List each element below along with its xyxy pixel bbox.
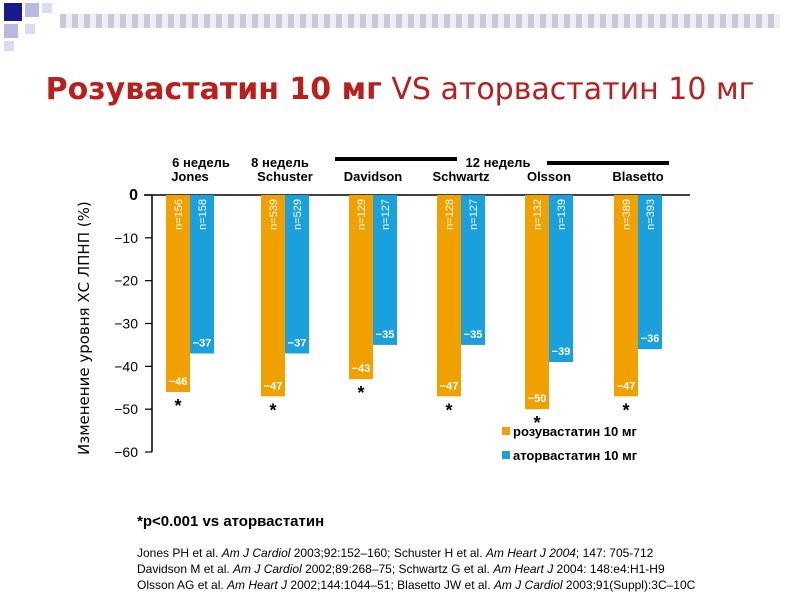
corner-square-4 xyxy=(4,24,18,38)
corner-square-2 xyxy=(25,3,39,17)
data-label: −37 xyxy=(288,337,307,349)
header-stripe xyxy=(60,14,780,28)
data-label: −46 xyxy=(169,376,188,388)
sample-size-label: n=132 xyxy=(532,199,544,230)
data-label: −47 xyxy=(264,380,283,392)
data-label: −35 xyxy=(464,329,483,341)
significance-marker: * xyxy=(445,400,452,420)
sample-size-label: n=158 xyxy=(197,199,209,230)
duration-label: 6 недель xyxy=(172,155,230,170)
legend-swatch xyxy=(502,451,510,459)
data-label: −36 xyxy=(641,333,660,345)
reference-text: ; 147: 705-712 xyxy=(575,546,654,560)
sample-size-label: n=139 xyxy=(556,199,568,230)
reference-text: 2004: 148:e4:H1-H9 xyxy=(553,562,665,576)
category-label: Schuster xyxy=(257,169,313,184)
bar xyxy=(614,195,638,397)
references: Jones PH et al. Am J Cardiol 2003;92:152… xyxy=(137,545,797,593)
sample-size-label: n=539 xyxy=(268,199,280,230)
journal-name: Am J Cardiol xyxy=(221,546,291,560)
sample-size-label: n=529 xyxy=(292,199,304,230)
category-label: Schwartz xyxy=(432,169,490,184)
title-drug-a: Розувастатин 10 мг xyxy=(45,72,382,107)
duration-label: 8 недель xyxy=(251,155,309,170)
bar xyxy=(437,195,461,397)
corner-square-6 xyxy=(4,41,14,51)
data-label: −43 xyxy=(352,363,371,375)
data-label: −47 xyxy=(440,380,459,392)
significance-marker: * xyxy=(357,383,364,403)
data-label: −39 xyxy=(552,346,571,358)
y-tick-label: 0 xyxy=(129,187,138,204)
category-label: Jones xyxy=(171,169,209,184)
y-tick-label: −50 xyxy=(114,401,138,417)
slide-title: Розувастатин 10 мг VS аторвастатин 10 мг xyxy=(0,72,800,107)
bar xyxy=(461,195,485,345)
reference-text: Olsson AG et al. xyxy=(137,578,228,592)
reference-text: 2002;89:268–75; Schwartz G et al. xyxy=(301,562,494,576)
reference-text: Jones PH et al. xyxy=(137,546,222,560)
significance-marker: * xyxy=(622,400,629,420)
corner-square-1 xyxy=(4,3,22,21)
data-label: −50 xyxy=(528,393,547,405)
journal-name: Am Heart J xyxy=(227,578,288,592)
sample-size-label: n=128 xyxy=(444,199,456,230)
y-tick-label: −20 xyxy=(114,273,138,289)
sample-size-label: n=389 xyxy=(621,199,633,230)
category-label: Davidson xyxy=(344,169,403,184)
significance-marker: * xyxy=(269,400,276,420)
y-tick-label: −40 xyxy=(114,358,138,374)
bar xyxy=(525,195,549,410)
legend-swatch xyxy=(502,427,510,435)
y-tick-label: −30 xyxy=(114,316,138,332)
duration-label: 12 недель xyxy=(466,155,531,170)
bar xyxy=(549,195,573,363)
data-label: −47 xyxy=(617,380,636,392)
data-label: −37 xyxy=(193,337,212,349)
bar xyxy=(373,195,397,345)
bar xyxy=(190,195,214,354)
bar xyxy=(285,195,309,354)
corner-square-5 xyxy=(25,24,35,34)
sample-size-label: n=127 xyxy=(380,199,392,230)
significance-footnote: *p<0.001 vs аторвастатин xyxy=(137,513,325,530)
sample-size-label: n=129 xyxy=(356,199,368,230)
significance-marker: * xyxy=(533,413,540,433)
reference-text: 2003;91(Suppl):3C–10C xyxy=(562,578,696,592)
sample-size-label: n=127 xyxy=(468,199,480,230)
reference-text: 2003;92:152–160; Schuster H et al. xyxy=(290,546,486,560)
y-tick-label: −10 xyxy=(114,230,138,246)
bar xyxy=(349,195,373,380)
y-tick-label: −60 xyxy=(114,444,138,460)
legend-label: аторвастатин 10 мг xyxy=(513,448,638,463)
reference-line: Jones PH et al. Am J Cardiol 2003;92:152… xyxy=(137,545,797,561)
sample-size-label: n=393 xyxy=(645,199,657,230)
journal-name: Am Heart J xyxy=(493,562,554,576)
category-label: Olsson xyxy=(527,169,571,184)
category-label: Blasetto xyxy=(612,169,663,184)
journal-name: Am J Cardiol xyxy=(233,562,302,576)
significance-marker: * xyxy=(174,396,181,416)
sample-size-label: n=156 xyxy=(173,199,185,230)
reference-text: 2002;144:1044–51; Blasetto JW et al. xyxy=(287,578,494,592)
journal-name: Am J Cardiol xyxy=(493,578,563,592)
bar xyxy=(261,195,285,397)
reference-line: Davidson M et al. Am J Cardiol 2002;89:2… xyxy=(137,561,797,577)
journal-name: Am Heart J 2004 xyxy=(485,546,576,560)
bar xyxy=(166,195,190,393)
data-label: −35 xyxy=(376,329,395,341)
bar xyxy=(638,195,662,350)
reference-text: Davidson M et al. xyxy=(137,562,234,576)
corner-square-3 xyxy=(42,3,52,13)
legend-label: розувастатин 10 мг xyxy=(513,424,637,439)
title-comparison: VS аторвастатин 10 мг xyxy=(391,72,755,107)
reference-line: Olsson AG et al. Am Heart J 2002;144:104… xyxy=(137,577,797,593)
